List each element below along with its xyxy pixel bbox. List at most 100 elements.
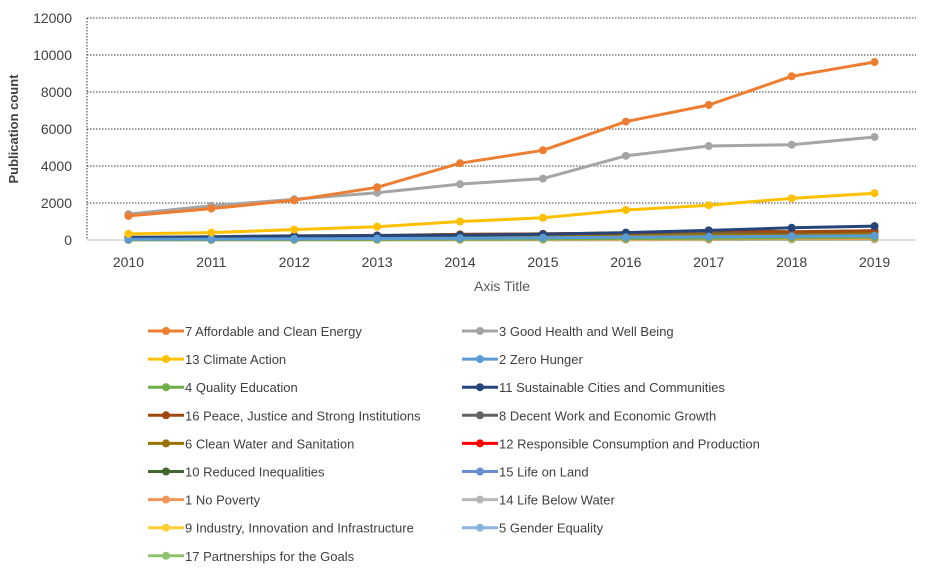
legend-swatch-marker: [476, 327, 484, 335]
data-point: [124, 229, 133, 238]
data-point: [621, 117, 630, 126]
series-line: [128, 234, 875, 241]
data-point: [290, 196, 299, 205]
y-tick-label: 2000: [41, 195, 72, 211]
legend-item: 4 Quality Education: [148, 380, 298, 395]
y-tick-labels: 0 2000 4000 6000 8000 10000 12000: [33, 10, 72, 248]
y-tick-label: 6000: [41, 121, 72, 137]
legend-swatch-marker: [162, 551, 170, 560]
legend-swatch-marker: [476, 495, 484, 504]
x-tick-label: 2013: [362, 254, 393, 270]
legend-item: 5 Gender Equality: [462, 521, 604, 536]
legend-swatch-marker: [162, 355, 170, 364]
data-point: [787, 232, 796, 241]
legend-swatch-marker: [162, 411, 170, 420]
legend-label: 16 Peace, Justice and Strong Institution…: [185, 408, 421, 423]
data-point: [456, 180, 465, 189]
legend-label: 6 Clean Water and Sanitation: [185, 436, 354, 451]
y-tick-label: 4000: [41, 158, 72, 174]
series-lines: [124, 58, 879, 244]
data-point: [870, 222, 879, 231]
legend-label: 2 Zero Hunger: [499, 352, 583, 367]
data-point: [456, 217, 465, 226]
legend-label: 15 Life on Land: [499, 465, 589, 480]
data-point: [704, 142, 713, 151]
legend-swatch-marker: [476, 523, 484, 532]
legend-item: 6 Clean Water and Sanitation: [148, 436, 354, 451]
data-point: [538, 174, 547, 183]
legend-swatch-marker: [476, 383, 484, 392]
legend-label: 9 Industry, Innovation and Infrastructur…: [185, 521, 414, 536]
data-point: [870, 189, 879, 198]
data-point: [373, 234, 382, 243]
legend-label: 14 Life Below Water: [499, 493, 616, 508]
data-point: [538, 233, 547, 242]
data-point: [870, 132, 879, 141]
data-point: [538, 146, 547, 155]
data-point: [124, 211, 133, 220]
x-tick-label: 2010: [113, 254, 144, 270]
data-point: [870, 231, 879, 240]
data-point: [870, 58, 879, 67]
y-axis-title: Publication count: [6, 74, 21, 184]
legend-item: 13 Climate Action: [148, 352, 286, 367]
legend-item: 12 Responsible Consumption and Productio…: [462, 436, 760, 451]
y-tick-label: 8000: [41, 84, 72, 100]
data-point: [787, 140, 796, 149]
series-line: [128, 135, 875, 216]
data-point: [456, 234, 465, 243]
legend-item: 8 Decent Work and Economic Growth: [462, 408, 716, 423]
data-point: [373, 183, 382, 192]
y-tick-label: 12000: [33, 10, 72, 26]
data-point: [290, 234, 299, 243]
x-tick-label: 2017: [693, 254, 724, 270]
x-tick-label: 2018: [776, 254, 807, 270]
legend-label: 10 Reduced Inequalities: [185, 465, 325, 480]
legend-swatch-marker: [476, 355, 484, 364]
data-point: [207, 228, 216, 237]
legend-swatch-marker: [162, 383, 170, 392]
series-line: [128, 224, 875, 240]
data-point: [621, 233, 630, 242]
data-point: [704, 201, 713, 210]
legend-item: 17 Partnerships for the Goals: [148, 549, 355, 564]
legend-label: 5 Gender Equality: [499, 521, 604, 536]
legend-item: 10 Reduced Inequalities: [148, 465, 325, 480]
data-point: [538, 213, 547, 222]
legend-label: 8 Decent Work and Economic Growth: [499, 408, 716, 423]
legend-item: 9 Industry, Innovation and Infrastructur…: [148, 521, 414, 536]
x-tick-label: 2011: [196, 254, 226, 270]
legend-item: 2 Zero Hunger: [462, 352, 583, 367]
x-tick-label: 2014: [444, 254, 475, 270]
legend-swatch-marker: [162, 467, 170, 476]
x-tick-labels: 2010 2011 2012 2013 2014 2015 2016 2017 2018 2019: [113, 254, 890, 270]
legend-label: 12 Responsible Consumption and Productio…: [499, 436, 760, 451]
data-point: [787, 223, 796, 232]
x-tick-label: 2019: [859, 254, 890, 270]
legend-swatch-marker: [162, 327, 170, 335]
legend-swatch-marker: [162, 439, 170, 448]
data-point: [207, 204, 216, 213]
y-tick-label: 0: [64, 232, 72, 248]
data-point: [704, 226, 713, 235]
legend-swatch-marker: [476, 411, 484, 420]
legend-label: 3 Good Health and Well Being: [499, 324, 674, 339]
x-axis-title: Axis Title: [474, 278, 530, 294]
data-point: [704, 232, 713, 241]
legend-label: 11 Sustainable Cities and Communities: [499, 380, 725, 395]
data-point: [456, 159, 465, 168]
data-point: [704, 100, 713, 109]
legend-item: 16 Peace, Justice and Strong Institution…: [148, 408, 421, 423]
legend-swatch-marker: [476, 439, 484, 448]
legend-label: 13 Climate Action: [185, 352, 286, 367]
legend: 7 Affordable and Clean Energy 3 Good Heal…: [148, 324, 760, 564]
legend-label: 17 Partnerships for the Goals: [185, 549, 355, 564]
x-tick-label: 2012: [279, 254, 310, 270]
data-point: [787, 72, 796, 81]
legend-label: 1 No Poverty: [185, 493, 261, 508]
series-2-zero-hunger: [124, 231, 879, 244]
legend-swatch-marker: [162, 523, 170, 532]
data-point: [621, 206, 630, 215]
legend-item: 15 Life on Land: [462, 465, 589, 480]
